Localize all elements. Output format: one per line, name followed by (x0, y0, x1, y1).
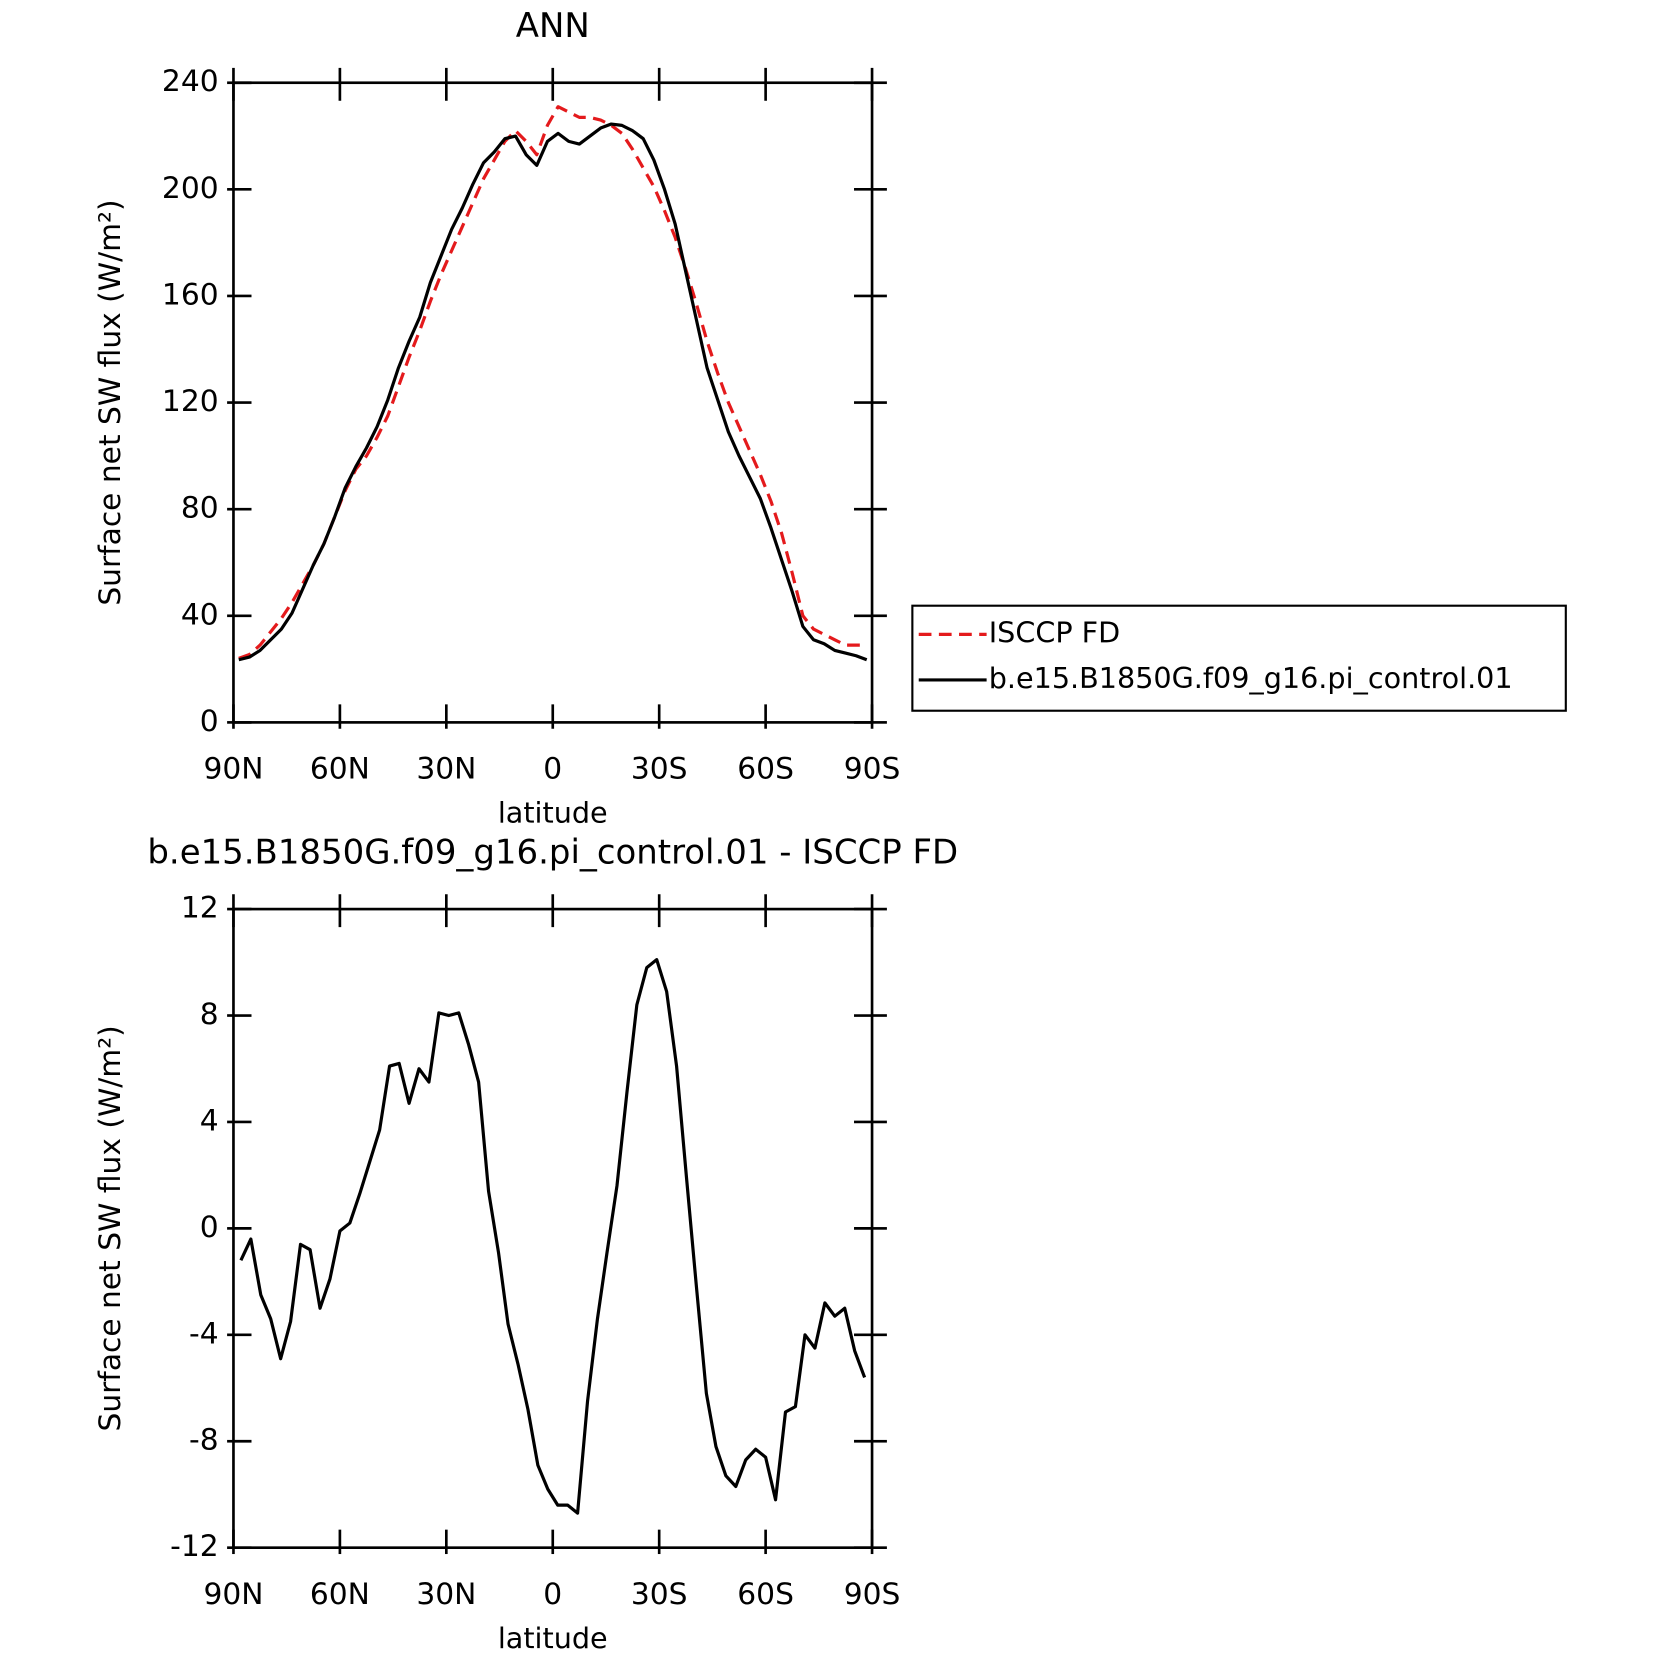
y-tick-label: -4 (189, 1316, 219, 1351)
chart-title: b.e15.B1850G.f09_g16.pi_control.01 - ISC… (147, 832, 958, 872)
y-tick-label: -12 (170, 1529, 219, 1564)
x-tick-label: 60N (310, 752, 370, 787)
x-axis-label: latitude (498, 1621, 608, 1655)
x-tick-label: 0 (543, 752, 562, 787)
y-tick-label: 0 (200, 1210, 219, 1245)
x-tick-label: 60N (310, 1577, 370, 1612)
x-tick-label: 90S (844, 752, 901, 787)
y-tick-label: 120 (162, 384, 219, 419)
legend-label: ISCCP FD (989, 615, 1120, 649)
y-tick-label: -8 (189, 1423, 219, 1458)
y-tick-label: 12 (181, 891, 219, 926)
x-tick-label: 90N (203, 752, 263, 787)
chart-title: ANN (516, 6, 590, 46)
series-line (239, 958, 867, 1515)
x-tick-label: 0 (543, 1577, 562, 1612)
x-axis-label: latitude (498, 796, 608, 830)
series-line (238, 105, 867, 660)
y-tick-label: 0 (200, 704, 219, 739)
y-axis-label: Surface net SW flux (W/m²) (93, 1025, 128, 1431)
x-tick-label: 30N (416, 1577, 476, 1612)
legend-box (911, 604, 1567, 712)
x-tick-label: 30S (631, 752, 688, 787)
y-axis-label: Surface net SW flux (W/m²) (93, 199, 128, 605)
y-tick-label: 240 (162, 64, 219, 99)
x-tick-label: 60S (737, 752, 794, 787)
y-tick-label: 8 (200, 997, 219, 1032)
y-tick-label: 80 (181, 491, 219, 526)
legend-label: b.e15.B1850G.f09_g16.pi_control.01 (989, 661, 1513, 695)
x-tick-label: 30S (631, 1577, 688, 1612)
x-tick-label: 90S (844, 1577, 901, 1612)
plot-frame (232, 81, 874, 724)
x-tick-label: 30N (416, 752, 476, 787)
series-line (238, 122, 868, 662)
y-tick-label: 4 (200, 1103, 219, 1138)
x-tick-label: 60S (737, 1577, 794, 1612)
y-tick-label: 40 (181, 597, 219, 632)
plot-frame (232, 907, 874, 1550)
y-tick-label: 200 (162, 171, 219, 206)
y-tick-label: 160 (162, 277, 219, 312)
x-tick-label: 90N (203, 1577, 263, 1612)
